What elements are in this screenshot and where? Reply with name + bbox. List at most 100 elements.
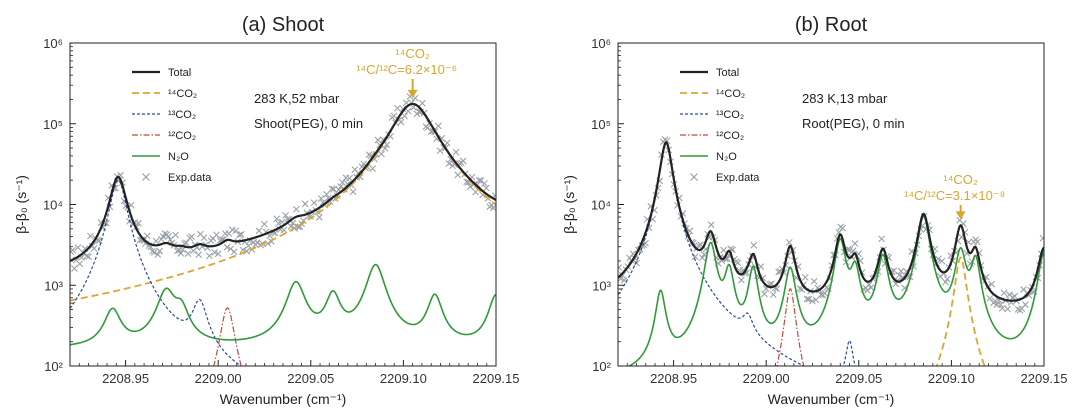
exp-data-point bbox=[808, 297, 816, 305]
exp-data-point bbox=[149, 247, 156, 255]
exp-data-point bbox=[938, 257, 946, 265]
exp-data-point bbox=[974, 238, 981, 246]
exp-data-point bbox=[1021, 301, 1029, 308]
exp-data-point bbox=[374, 136, 382, 144]
chart-title: (b) Root bbox=[795, 14, 868, 36]
exp-data-point bbox=[863, 286, 871, 294]
exp-data-point bbox=[769, 291, 777, 298]
legend-label: Total bbox=[716, 67, 739, 79]
exp-data-point bbox=[205, 252, 213, 260]
exp-data-point bbox=[264, 240, 272, 247]
legend: Total ¹⁴CO₂ ¹³CO₂ ¹²CO₂ N₂O Exp.data bbox=[132, 67, 212, 184]
exp-data-point bbox=[810, 277, 818, 285]
legend-label: N₂O bbox=[168, 151, 189, 163]
exp-data-point bbox=[85, 253, 93, 260]
exp-data-point bbox=[459, 157, 467, 165]
y-axis-label: β-β₀ (s⁻¹) bbox=[561, 175, 577, 234]
exp-data-point bbox=[986, 295, 994, 302]
conditions-text: Shoot(PEG), 0 min bbox=[254, 116, 363, 131]
exp-data-point bbox=[378, 150, 385, 158]
conditions-text: Root(PEG), 0 min bbox=[802, 116, 905, 131]
annotation-ratio: ¹⁴C/¹²C=6.2×10⁻⁶ bbox=[356, 62, 457, 77]
exp-data-point bbox=[349, 188, 357, 196]
x-tick-label: 2209.10 bbox=[380, 371, 427, 386]
exp-data-point bbox=[90, 244, 98, 252]
exp-data-point bbox=[156, 247, 164, 255]
legend-label: ¹²CO₂ bbox=[168, 130, 196, 142]
exp-data-point bbox=[70, 246, 77, 254]
exp-data-point bbox=[867, 284, 875, 292]
annotation-species: ¹⁴CO₂ bbox=[943, 172, 977, 187]
annotation-arrow-head bbox=[955, 211, 966, 220]
legend-label: ¹³CO₂ bbox=[716, 109, 744, 121]
exp-data-point bbox=[346, 174, 353, 182]
exp-data-point bbox=[1000, 289, 1008, 297]
exp-data-point bbox=[177, 249, 185, 257]
y-tick-label: 10³ bbox=[592, 278, 611, 293]
exp-data-point bbox=[339, 179, 346, 186]
y-tick-label: 10⁵ bbox=[43, 117, 63, 132]
exp-data-point bbox=[761, 290, 768, 298]
exp-data-point bbox=[211, 248, 219, 256]
exp-data-point bbox=[737, 276, 745, 284]
exp-data-point bbox=[152, 237, 160, 245]
exp-data-point bbox=[418, 99, 426, 107]
exp-data-point bbox=[76, 260, 84, 268]
legend-marker bbox=[690, 173, 698, 181]
exp-data-point bbox=[134, 219, 142, 227]
exp-data-point bbox=[184, 250, 192, 258]
x-tick-label: 2208.95 bbox=[650, 371, 697, 386]
exp-data-point bbox=[895, 271, 903, 279]
legend-marker bbox=[142, 173, 150, 181]
exp-data-point bbox=[337, 183, 345, 191]
exp-data-point bbox=[397, 118, 405, 126]
exp-data-point bbox=[720, 246, 728, 254]
y-tick-label: 10⁶ bbox=[43, 36, 63, 51]
x-tick-label: 2209.15 bbox=[473, 371, 520, 386]
legend-label: Exp.data bbox=[168, 172, 212, 184]
exp-data-point bbox=[785, 238, 793, 246]
exp-data-point bbox=[988, 280, 996, 288]
exp-data-point bbox=[619, 271, 626, 279]
conditions-text: 283 K,13 mbar bbox=[802, 91, 888, 106]
x-tick-label: 2209.00 bbox=[743, 371, 790, 386]
exp-data-point bbox=[472, 188, 479, 196]
legend-label: N₂O bbox=[716, 151, 737, 163]
legend-label: ¹³CO₂ bbox=[168, 109, 196, 121]
exp-data-point bbox=[805, 295, 813, 303]
exp-data-point bbox=[707, 221, 715, 229]
exp-data-point bbox=[173, 247, 181, 255]
exp-data-point bbox=[275, 220, 282, 227]
exp-data-point bbox=[315, 213, 323, 221]
exp-data-point bbox=[317, 195, 325, 202]
exp-data-point bbox=[734, 259, 742, 267]
series-line-3 bbox=[627, 215, 1044, 366]
y-tick-label: 10³ bbox=[44, 278, 63, 293]
exp-data-point bbox=[74, 244, 82, 251]
x-tick-label: 2209.15 bbox=[1021, 371, 1068, 386]
legend-label: ¹²CO₂ bbox=[716, 130, 744, 142]
exp-data-point bbox=[214, 250, 222, 258]
exp-data-point bbox=[237, 230, 245, 238]
exp-data-point bbox=[188, 233, 195, 241]
exp-data-series bbox=[70, 93, 496, 272]
exp-data-point bbox=[301, 200, 309, 208]
exp-data-point bbox=[897, 267, 905, 275]
legend: Total ¹⁴CO₂ ¹³CO₂ ¹²CO₂ N₂O Exp.data bbox=[680, 67, 760, 184]
exp-data-point bbox=[633, 259, 641, 267]
exp-data-point bbox=[839, 224, 846, 232]
plot-area bbox=[70, 93, 496, 366]
exp-data-point bbox=[255, 227, 263, 235]
series-line-0 bbox=[70, 103, 496, 302]
exp-data-point bbox=[1011, 292, 1019, 300]
exp-data-point bbox=[310, 199, 318, 207]
exp-data-point bbox=[165, 233, 172, 240]
exp-data-point bbox=[161, 230, 169, 238]
annotation-ratio: ¹⁴C/¹²C=3.1×10⁻⁸ bbox=[904, 188, 1005, 203]
chart-title: (a) Shoot bbox=[242, 14, 325, 36]
exp-data-point bbox=[481, 180, 488, 187]
exp-data-point bbox=[803, 295, 811, 303]
exp-data-point bbox=[394, 104, 401, 112]
x-tick-label: 2209.05 bbox=[835, 371, 882, 386]
